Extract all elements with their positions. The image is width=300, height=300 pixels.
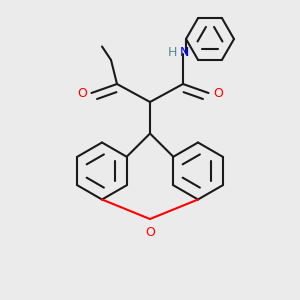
Text: O: O xyxy=(213,86,223,100)
Text: N: N xyxy=(180,46,189,59)
Text: O: O xyxy=(145,226,155,239)
Text: O: O xyxy=(77,86,87,100)
Text: H: H xyxy=(168,46,177,59)
